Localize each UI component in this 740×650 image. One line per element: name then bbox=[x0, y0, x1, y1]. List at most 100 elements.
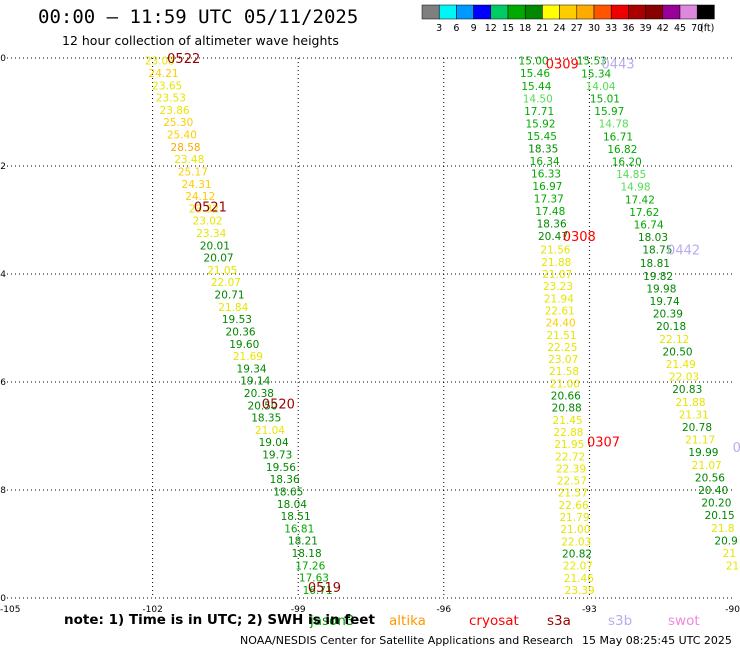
swh-value-label: 21.07 bbox=[542, 269, 572, 281]
legend-swatch bbox=[662, 4, 681, 20]
swh-value-label: 18.18 bbox=[292, 548, 322, 560]
swh-value-label: 18.65 bbox=[273, 486, 303, 498]
swh-value-label: 16.74 bbox=[634, 220, 664, 232]
swh-value-label: 23.03 bbox=[145, 56, 175, 68]
legend-swatch bbox=[645, 4, 664, 20]
swh-value-label: 19.98 bbox=[646, 283, 676, 295]
swh-value-label: 22.12 bbox=[659, 334, 689, 346]
legend-swatch bbox=[524, 4, 543, 20]
legend-tick-label: 33 bbox=[605, 23, 617, 34]
swh-value-label: 16.97 bbox=[532, 181, 562, 193]
swh-value-label: 16.20 bbox=[612, 157, 642, 169]
swh-value-label: 21.95 bbox=[554, 439, 584, 451]
swh-value-label: 23.48 bbox=[174, 154, 204, 166]
footer-timestamp: 15 May 08:25:45 UTC 2025 bbox=[582, 634, 732, 647]
data-marks: 23.0324.2123.6523.5323.8625.3025.4028.58… bbox=[145, 56, 739, 597]
swh-value-label: 21.05 bbox=[207, 265, 237, 277]
swh-value-label: 20.38 bbox=[244, 388, 274, 400]
legend-swatch bbox=[438, 4, 457, 20]
axes: -40 -42 -44 -46 -48 -50-105 -102 -99 -96 -93 -90 bbox=[0, 54, 740, 615]
swh-value-label: 17.48 bbox=[535, 206, 565, 218]
swh-value-label: 17.42 bbox=[625, 194, 655, 206]
legend-swatch bbox=[456, 4, 474, 20]
legend-tick-label: 39 bbox=[640, 23, 652, 34]
swh-value-label: 23.23 bbox=[543, 281, 573, 293]
satellite-legend-s3a: s3a bbox=[547, 613, 571, 629]
swh-value-label: 21.07 bbox=[692, 460, 722, 472]
swh-value-label: 19.60 bbox=[229, 339, 259, 351]
swh-value-label: 24.40 bbox=[546, 318, 576, 330]
swh-value-label: 18.36 bbox=[270, 474, 300, 486]
x-tick-label: -102 bbox=[142, 605, 162, 615]
swh-value-label: 16.71 bbox=[303, 585, 333, 597]
swh-value-label: 18.21 bbox=[288, 536, 318, 548]
swh-value-label: 18.35 bbox=[528, 143, 558, 155]
swh-value-label: 21.57 bbox=[558, 488, 588, 500]
swh-value-label: 19.53 bbox=[222, 314, 252, 326]
swh-value-label: 19.34 bbox=[237, 363, 267, 375]
swh-value-label: 14.98 bbox=[620, 182, 650, 194]
swh-value-label: 21.69 bbox=[233, 351, 263, 363]
legend-tick-label: 70 bbox=[691, 23, 703, 34]
swh-value-label: 21.8 bbox=[711, 523, 734, 535]
y-tick-label: -46 bbox=[0, 378, 6, 388]
legend-swatch bbox=[542, 4, 560, 20]
swh-value-label: 20.9 bbox=[714, 535, 737, 547]
legend-unit: (ft) bbox=[700, 23, 714, 34]
swh-value-label: 20.18 bbox=[656, 321, 686, 333]
swh-value-label: 22.72 bbox=[555, 451, 585, 463]
legend-tick-label: 45 bbox=[674, 23, 686, 34]
swh-value-label: 18.35 bbox=[251, 413, 281, 425]
swh-value-label: 23.39 bbox=[565, 585, 595, 597]
swh-value-label: 18.51 bbox=[281, 511, 311, 523]
swh-value-label: 24.21 bbox=[149, 68, 179, 80]
swh-value-label: 20.36 bbox=[226, 326, 256, 338]
swh-value-label: 17.63 bbox=[299, 573, 329, 585]
pass-number-label: 0442 bbox=[667, 244, 700, 259]
swh-value-label: 18.03 bbox=[638, 232, 668, 244]
page-title: 00:00 – 11:59 UTC 05/11/2025 bbox=[38, 6, 359, 28]
swh-value-label: 20.56 bbox=[695, 472, 725, 484]
swh-value-label: 23.86 bbox=[160, 105, 190, 117]
swh-value-label: 18.75 bbox=[642, 245, 672, 257]
swh-value-label: 25.40 bbox=[167, 130, 197, 142]
legend-swatch bbox=[610, 4, 629, 20]
swh-value-label: 15.00 bbox=[519, 56, 549, 68]
swh-value-label: 19.73 bbox=[262, 450, 292, 462]
x-tick-label: -93 bbox=[582, 605, 597, 615]
swh-value-label: 22.03 bbox=[669, 372, 699, 384]
swh-value-label: 21.88 bbox=[675, 397, 705, 409]
swh-value-label: 23.65 bbox=[152, 80, 182, 92]
swh-value-label: 21.84 bbox=[218, 302, 248, 314]
swh-value-label: 21.31 bbox=[679, 409, 709, 421]
x-tick-label: -96 bbox=[436, 605, 451, 615]
swh-value-label: 21.00 bbox=[550, 378, 580, 390]
swh-value-label: 21.58 bbox=[549, 366, 579, 378]
legend-tick-label: 12 bbox=[485, 23, 497, 34]
legend-swatch bbox=[576, 4, 595, 20]
swh-value-label: 15.46 bbox=[520, 68, 550, 80]
swh-value-label: 20.39 bbox=[653, 309, 683, 321]
swh-value-label: 21 bbox=[726, 561, 739, 573]
swh-value-label: 22.88 bbox=[553, 427, 583, 439]
swh-value-label: 22.66 bbox=[559, 500, 589, 512]
x-tick-label: -105 bbox=[0, 605, 20, 615]
swh-value-label: 19.56 bbox=[266, 462, 296, 474]
color-scale-legend: 3 6 9 12 15 18 21 24 27 30 33 36 39 42 45 70(ft) bbox=[421, 4, 715, 34]
swh-value-label: 21.49 bbox=[666, 359, 696, 371]
swh-value-label: 22.39 bbox=[556, 463, 586, 475]
swh-value-label: 21.00 bbox=[560, 524, 590, 536]
swh-value-label: 15.92 bbox=[525, 118, 555, 130]
swh-value-label: 21.56 bbox=[540, 245, 570, 257]
legend-tick-label: 27 bbox=[571, 23, 583, 34]
legend-swatch bbox=[559, 4, 578, 20]
y-tick-label: -50 bbox=[0, 594, 6, 604]
legend-tick-label: 42 bbox=[657, 23, 669, 34]
legend-tick-label: 24 bbox=[554, 23, 566, 34]
x-tick-label: -90 bbox=[725, 605, 740, 615]
swh-value-label: 21.17 bbox=[685, 435, 715, 447]
swh-value-label: 22.07 bbox=[563, 561, 593, 573]
swh-value-label: 20.20 bbox=[701, 498, 731, 510]
y-tick-label: -42 bbox=[0, 162, 6, 172]
